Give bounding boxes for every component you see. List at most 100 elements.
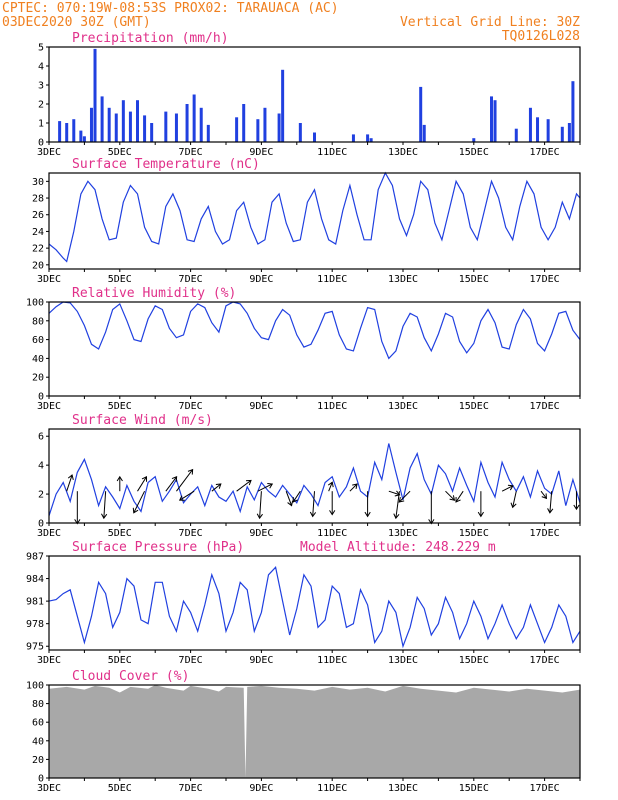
x-tick-label: 17DEC [530, 655, 560, 666]
x-tick-label: 3DEC [37, 274, 61, 285]
precip-bar [560, 126, 564, 142]
panel-frame [48, 301, 581, 397]
x-tick-label: 9DEC [249, 655, 273, 666]
wind-vector [179, 490, 195, 501]
wind-vector-head [393, 513, 400, 520]
y-tick-label: 26 [32, 210, 44, 221]
x-tick-label: 15DEC [459, 783, 489, 794]
panel-title: Relative Humidity (%) [72, 286, 236, 301]
panel-title: Cloud Cover (%) [72, 669, 189, 684]
wind-vector-head [327, 481, 334, 488]
y-tick-label: 80 [32, 699, 44, 710]
panel-subtitle: Model Altitude: 248.229 m [300, 540, 496, 555]
x-tick-label: 11DEC [317, 147, 347, 158]
header-location: CPTEC: 070:19W-08:53S PROX02: TARAUACA (… [2, 1, 339, 16]
precip-bar [242, 104, 246, 142]
series-line [48, 566, 581, 649]
y-tick-label: 20 [32, 260, 44, 271]
wind-vector-head [455, 496, 461, 503]
precip-bar [472, 138, 476, 142]
wind-vector [211, 483, 222, 492]
wind-vector-head [256, 513, 263, 520]
header-grid-note: Vertical Grid Line: 30Z [400, 15, 580, 30]
x-tick-label: 3DEC [37, 783, 61, 794]
header-date: 03DEC2020 30Z (GMT) [2, 15, 151, 30]
precip-bar [164, 111, 168, 142]
series-line [48, 171, 581, 263]
x-tick-label: 3DEC [37, 528, 61, 539]
x-tick-label: 9DEC [249, 401, 273, 412]
x-tick-label: 5DEC [108, 147, 132, 158]
x-tick-label: 15DEC [459, 655, 489, 666]
wind-vector [540, 490, 547, 499]
wind-vector [137, 476, 147, 492]
panel-title: Surface Wind (m/s) [72, 413, 213, 428]
y-tick-label: 28 [32, 194, 44, 205]
y-tick-label: 24 [32, 227, 44, 238]
precip-bar [79, 130, 83, 142]
wind-vector-head [171, 476, 178, 482]
precip-bar [536, 117, 540, 142]
precip-bar [571, 81, 575, 142]
wind-vector [512, 491, 517, 508]
x-tick-label: 11DEC [317, 783, 347, 794]
cloud-area [49, 685, 580, 778]
y-tick-label: 0 [38, 138, 44, 149]
precip-bar [263, 107, 267, 142]
precip-bar [114, 113, 118, 142]
wind-vector-head [352, 483, 358, 489]
x-tick-label: 7DEC [179, 401, 203, 412]
y-tick-label: 3 [38, 81, 44, 92]
wind-vector [165, 476, 178, 492]
x-tick-label: 5DEC [108, 528, 132, 539]
wind-vector-head [394, 490, 401, 497]
panel-frame [48, 46, 581, 143]
y-tick-label: 5 [38, 43, 44, 54]
wind-vector [328, 481, 333, 492]
wind-vector-head [292, 496, 298, 503]
precip-bar [136, 100, 139, 142]
y-tick-label: 1 [38, 119, 44, 130]
precip-bar [100, 96, 104, 142]
precip-bar [422, 124, 426, 142]
panel-frame [48, 555, 581, 651]
wind-vector-head [477, 511, 484, 518]
y-tick-label: 2 [38, 100, 44, 111]
wind-vector-head [215, 483, 222, 489]
x-tick-label: 17DEC [530, 528, 560, 539]
y-tick-label: 6 [38, 432, 44, 443]
precip-bar [58, 121, 62, 142]
precip-bar [277, 113, 281, 142]
panel-5: Cloud Cover (%) 0 20 40 60 80 100 3DEC 5DEC 7DEC 9… [26, 669, 581, 794]
precip-bar [298, 123, 302, 142]
wind-vector-head [510, 502, 517, 509]
x-tick-label: 15DEC [459, 528, 489, 539]
precip-bar [256, 119, 260, 142]
wind-vector-head [329, 510, 336, 516]
panel-frame [48, 428, 581, 524]
wind-vector [395, 491, 400, 519]
panel-1: Surface Temperature (nC) 20 22 24 26 28 30 3DEC… [32, 157, 581, 285]
wind-vector [176, 469, 194, 492]
y-tick-label: 4 [38, 62, 44, 73]
precip-bar [72, 119, 76, 142]
wind-vector [398, 490, 411, 503]
x-tick-label: 13DEC [388, 401, 418, 412]
x-tick-label: 3DEC [37, 401, 61, 412]
panel-4: Surface Pressure (hPa) Model Altitude: 24… [26, 540, 581, 666]
y-tick-label: 2 [38, 490, 44, 501]
x-tick-label: 7DEC [179, 147, 203, 158]
y-tick-label: 22 [32, 244, 44, 255]
y-tick-label: 60 [32, 718, 44, 729]
x-tick-label: 5DEC [108, 783, 132, 794]
wind-vector [549, 491, 553, 513]
wind-vector [103, 491, 107, 519]
wind-vector-head [364, 511, 371, 518]
y-tick-label: 40 [32, 354, 44, 365]
precip-bar [493, 100, 497, 142]
precip-bar [281, 69, 285, 142]
wind-vector [388, 490, 400, 496]
wind-vector [236, 479, 252, 492]
wind-vector [445, 490, 455, 501]
wind-vector [66, 474, 73, 492]
